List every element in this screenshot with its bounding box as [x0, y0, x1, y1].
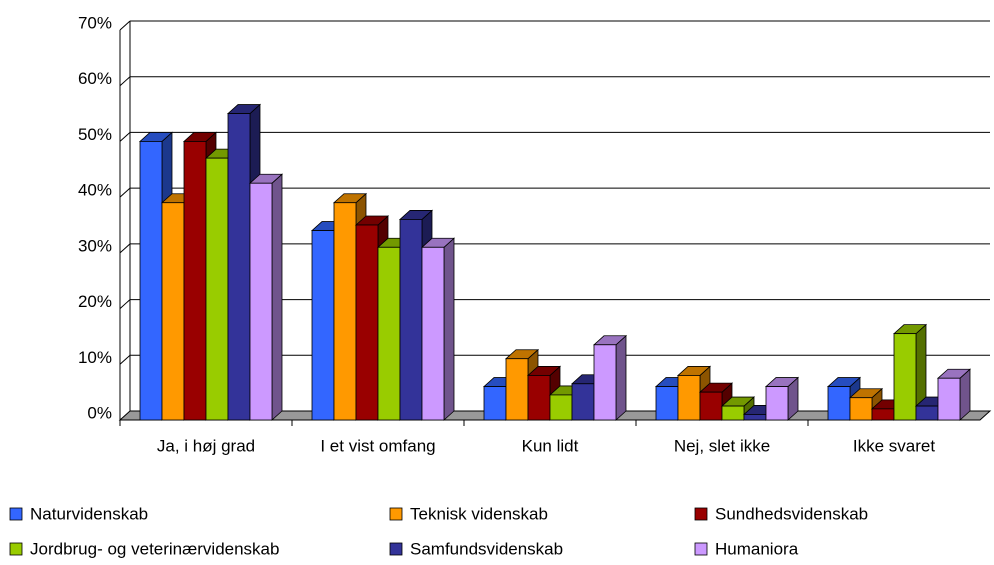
legend-label: Samfundsvidenskab	[410, 539, 563, 558]
grid-line-side	[119, 20, 131, 31]
bar	[483, 386, 507, 421]
bar	[743, 414, 767, 421]
legend-label: Sundhedsvidenskab	[715, 504, 868, 523]
legend-swatch	[9, 542, 23, 556]
bar	[505, 358, 529, 421]
bar	[655, 386, 679, 421]
bar	[571, 383, 595, 421]
y-tick-label: 10%	[78, 348, 112, 367]
bar	[915, 405, 939, 421]
bar	[421, 246, 445, 421]
legend-swatch	[389, 542, 403, 556]
bar	[139, 141, 163, 421]
y-tick-label: 60%	[78, 69, 112, 88]
bar	[677, 375, 701, 421]
bar	[721, 405, 745, 421]
bar	[183, 141, 207, 421]
legend-label: Jordbrug- og veterinærvidenskab	[30, 539, 279, 558]
legend-swatch	[694, 507, 708, 521]
legend-label: Naturvidenskab	[30, 504, 148, 523]
bar	[699, 391, 723, 421]
y-tick-label: 50%	[78, 125, 112, 144]
grid-line-side	[119, 132, 131, 142]
bar	[765, 386, 789, 421]
x-tick-label: I et vist omfang	[320, 436, 435, 455]
x-tick-label: Nej, slet ikke	[674, 436, 770, 455]
bar	[161, 202, 185, 421]
y-tick-label: 30%	[78, 236, 112, 255]
x-tick-label: Ikke svaret	[853, 436, 935, 455]
bar	[249, 182, 273, 421]
y-tick-label: 0%	[87, 403, 112, 422]
bar	[333, 202, 357, 421]
bar	[549, 394, 573, 421]
bar	[527, 375, 551, 421]
bar	[205, 157, 229, 421]
legend-swatch	[694, 542, 708, 556]
legend-swatch	[389, 507, 403, 521]
bar	[355, 224, 379, 421]
legend-swatch	[9, 507, 23, 521]
bar-side	[615, 334, 627, 421]
y-tick-label: 70%	[78, 13, 112, 32]
grid-line-side	[119, 243, 131, 254]
x-tick-label: Kun lidt	[522, 436, 579, 455]
grid-line-side	[119, 299, 131, 309]
grid-line-side	[119, 354, 131, 365]
y-tick-label: 40%	[78, 181, 112, 200]
bar-side	[443, 237, 455, 421]
y-tick-label: 20%	[78, 292, 112, 311]
bar	[893, 333, 917, 421]
bar	[227, 113, 251, 421]
bar	[871, 408, 895, 421]
bar	[377, 246, 401, 421]
x-tick-label: Ja, i høj grad	[157, 436, 255, 455]
grid-line-side	[119, 187, 131, 198]
bar	[311, 230, 335, 421]
bar	[827, 386, 851, 421]
bar	[937, 377, 961, 421]
bar	[399, 219, 423, 421]
bar-side	[271, 173, 283, 421]
legend-label: Humaniora	[715, 539, 799, 558]
legend-label: Teknisk videnskab	[410, 504, 548, 523]
grid-line-side	[119, 76, 131, 87]
bar	[593, 344, 617, 421]
bar	[849, 397, 873, 421]
